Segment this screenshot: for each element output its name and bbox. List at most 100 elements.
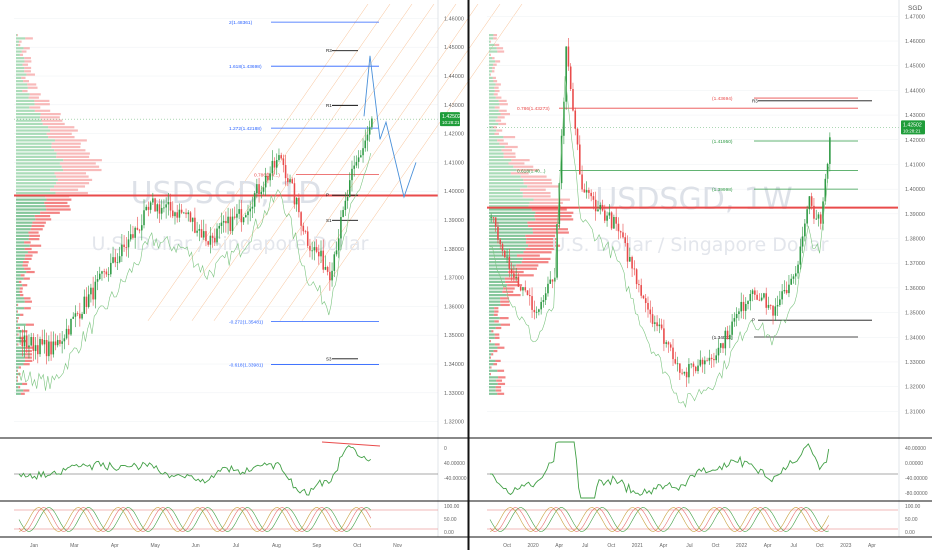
volume-profile-bar-up bbox=[16, 231, 29, 234]
volume-profile-bar-down bbox=[28, 96, 39, 99]
volume-profile-bar-down bbox=[511, 159, 530, 162]
volume-profile-bar-down bbox=[503, 136, 516, 139]
candle-body bbox=[34, 345, 37, 352]
candle-body bbox=[65, 328, 68, 339]
candle-body bbox=[713, 359, 715, 361]
volume-profile-bar-up bbox=[489, 247, 526, 251]
price-tick-label: 1.43000 bbox=[905, 113, 925, 119]
candle-body bbox=[719, 343, 722, 348]
fib-level-label: 1.272(1.42188) bbox=[229, 126, 262, 132]
volume-profile-bar-down bbox=[492, 76, 496, 79]
volume-profile-bar-up bbox=[489, 188, 521, 191]
volume-profile-bar-up bbox=[16, 333, 18, 336]
channel-line bbox=[169, 3, 391, 321]
volume-profile-bar-up bbox=[489, 238, 527, 241]
volume-profile-bar-down bbox=[493, 349, 498, 353]
volume-profile-bar-up bbox=[489, 369, 498, 372]
volume-profile-bar-down bbox=[491, 330, 494, 333]
volume-profile-bar-down bbox=[40, 112, 61, 116]
volume-profile-bar-down bbox=[40, 211, 60, 214]
price-tick-label: 1.34000 bbox=[905, 335, 925, 341]
volume-profile-bar-down bbox=[497, 392, 505, 395]
candle-body bbox=[114, 257, 117, 263]
volume-profile-bar-down bbox=[496, 379, 503, 382]
candle-body bbox=[563, 101, 565, 136]
volume-profile-bar-down bbox=[24, 349, 32, 353]
candle-body bbox=[744, 304, 747, 311]
volume-profile-bar-up bbox=[16, 47, 24, 50]
volume-profile-bar-up bbox=[489, 50, 498, 53]
volume-profile-bar-down bbox=[22, 284, 28, 287]
volume-profile-bar-down bbox=[17, 303, 19, 307]
volume-profile-bar-down bbox=[48, 136, 75, 139]
volume-profile-bar-up bbox=[489, 290, 503, 293]
candle-body bbox=[23, 335, 26, 347]
candle-body bbox=[497, 226, 499, 240]
volume-profile-bar-down bbox=[525, 234, 556, 237]
volume-profile-bar-down bbox=[494, 86, 499, 89]
volume-profile-bar-down bbox=[23, 47, 30, 50]
volume-profile-bar-down bbox=[521, 261, 549, 264]
volume-profile-bar-up bbox=[16, 136, 49, 139]
volume-profile-bar-up bbox=[16, 112, 41, 116]
price-tick-label: 1.46000 bbox=[444, 16, 464, 22]
volume-profile-bar-up bbox=[489, 330, 492, 333]
candle-body bbox=[676, 363, 679, 365]
candle-body bbox=[503, 250, 506, 258]
candle-body bbox=[572, 89, 574, 111]
volume-profile-bar-down bbox=[510, 172, 529, 175]
candle-body bbox=[127, 239, 130, 248]
volume-profile-bar-up bbox=[16, 126, 49, 129]
volume-profile-bar-up bbox=[489, 103, 500, 106]
volume-profile-bar-up bbox=[16, 40, 20, 43]
fib-level-label: -0.618(1.33981) bbox=[229, 363, 264, 369]
candle-body bbox=[158, 204, 161, 214]
candle-body bbox=[32, 337, 35, 352]
candle-body bbox=[123, 244, 125, 248]
volume-profile-bar-down bbox=[535, 218, 574, 221]
candle-body bbox=[726, 330, 729, 340]
candle-body bbox=[83, 296, 86, 314]
volume-profile-bar-down bbox=[18, 386, 21, 389]
candle-body bbox=[333, 254, 336, 271]
candle-body bbox=[731, 321, 733, 335]
volume-profile-bar-up bbox=[489, 244, 529, 247]
volume-profile-bar-down bbox=[51, 145, 81, 149]
candle-body bbox=[132, 234, 134, 238]
volume-profile-bar-up bbox=[489, 382, 498, 386]
volume-profile-bar-up bbox=[16, 182, 57, 185]
candle-body bbox=[81, 313, 83, 319]
volume-profile-bar-up bbox=[489, 99, 499, 103]
volume-profile-bar-up bbox=[489, 80, 494, 83]
candle-body bbox=[692, 363, 695, 367]
volume-profile-bar-down bbox=[17, 317, 19, 320]
volume-profile-bar-down bbox=[494, 106, 500, 109]
candle-body bbox=[273, 160, 276, 168]
candle-body bbox=[729, 334, 731, 340]
daily-price-axis: 1.46000 1.45000 1.44000 1.43000 1.42000 1.410… bbox=[437, 0, 464, 537]
volume-profile-bar-up bbox=[489, 205, 529, 208]
candle-body bbox=[116, 262, 119, 264]
candle-body bbox=[85, 296, 88, 308]
candle-body bbox=[103, 271, 105, 273]
volume-profile-bar-up bbox=[489, 60, 496, 63]
candle-body bbox=[74, 313, 77, 317]
candle-body bbox=[708, 357, 711, 361]
daily-chart-panel[interactable]: USDSGD, 1D U.S. Dollar / Singapore Dolla… bbox=[0, 0, 523, 549]
candle-body bbox=[298, 198, 300, 213]
volume-profile-bar-down bbox=[41, 119, 63, 122]
price-tick-label: 1.32000 bbox=[444, 420, 464, 426]
volume-profile-bar-up bbox=[489, 208, 532, 211]
candle-body bbox=[61, 341, 63, 344]
volume-profile-bar-up bbox=[16, 155, 57, 158]
volume-profile-bar-down bbox=[51, 142, 81, 145]
volume-profile-bar-down bbox=[29, 106, 41, 109]
volume-profile-bar-down bbox=[529, 201, 563, 205]
fib-level-label: 2(1.48361) bbox=[229, 20, 253, 26]
volume-profile-bar-down bbox=[502, 290, 514, 293]
price-tick-label: 1.33000 bbox=[905, 360, 925, 366]
volume-profile-bar-up bbox=[16, 224, 32, 228]
volume-profile-bar-up bbox=[489, 93, 494, 96]
